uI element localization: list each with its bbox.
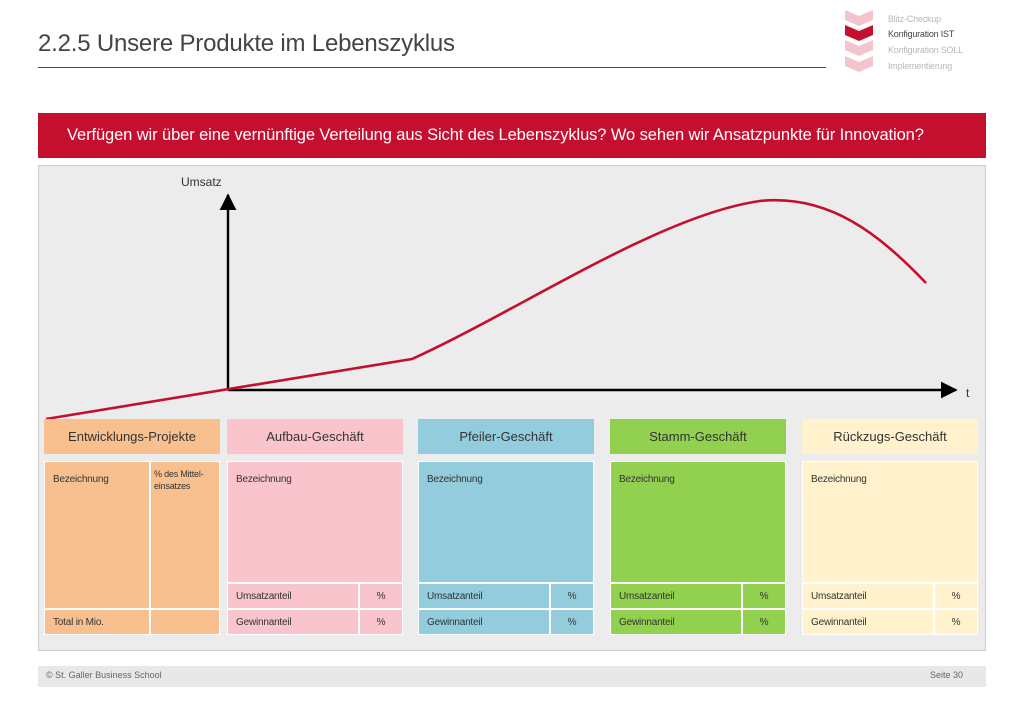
step-chevron-icon bbox=[845, 56, 873, 72]
step-label-3[interactable]: Konfiguration SOLL bbox=[888, 45, 963, 55]
step-chevron-icon bbox=[845, 10, 873, 26]
phase-header-decline: Rückzugs-Geschäft bbox=[802, 419, 978, 454]
percent-unit: % bbox=[951, 590, 961, 602]
profit-share-value-cell[interactable]: % bbox=[934, 609, 978, 635]
total-value-cell[interactable] bbox=[150, 609, 220, 635]
name-column: Bezeichnung bbox=[227, 461, 403, 583]
profit-share-value-cell[interactable]: % bbox=[550, 609, 594, 635]
name-column: Bezeichnung bbox=[802, 461, 978, 583]
revenue-share-label: Umsatzanteil bbox=[619, 590, 675, 602]
profit-share-label: Gewinnanteil bbox=[427, 616, 483, 628]
phase-table-core: Bezeichnung Umsatzanteil % Gewinnanteil … bbox=[610, 461, 786, 635]
revenue-share-value-cell[interactable]: % bbox=[934, 583, 978, 609]
percent-unit: % bbox=[759, 616, 769, 628]
revenue-share-value-cell[interactable]: % bbox=[359, 583, 403, 609]
revenue-share-label-cell: Umsatzanteil bbox=[802, 583, 934, 609]
percent-unit: % bbox=[376, 616, 386, 628]
phase-header-pillar: Pfeiler-Geschäft bbox=[418, 419, 594, 454]
page-number: Seite 30 bbox=[929, 670, 963, 680]
column-header-name: Bezeichnung bbox=[619, 474, 675, 485]
profit-share-label-cell: Gewinnanteil bbox=[610, 609, 742, 635]
name-column: Bezeichnung bbox=[610, 461, 786, 583]
footer-bar: © St. Galler Business School Seite 30 bbox=[38, 666, 986, 687]
profit-share-value-cell[interactable]: % bbox=[359, 609, 403, 635]
step-label-4[interactable]: Implementierung bbox=[888, 61, 953, 71]
phase-table-growth: Bezeichnung Umsatzanteil % Gewinnanteil … bbox=[227, 461, 403, 635]
funds-column: % des Mittel-einsatzes bbox=[150, 461, 220, 609]
total-label-cell: Total in Mio. bbox=[44, 609, 150, 635]
profit-share-label-cell: Gewinnanteil bbox=[802, 609, 934, 635]
total-label: Total in Mio. bbox=[53, 616, 104, 628]
revenue-share-label-cell: Umsatzanteil bbox=[418, 583, 550, 609]
step-chevron-icon bbox=[845, 25, 873, 41]
profit-share-label: Gewinnanteil bbox=[619, 616, 675, 628]
percent-unit: % bbox=[376, 590, 386, 602]
progress-navigator: Blitz-Checkup Konfiguration IST Konfigur… bbox=[845, 10, 1015, 76]
profit-share-value-cell[interactable]: % bbox=[742, 609, 786, 635]
title-divider bbox=[38, 67, 826, 68]
revenue-share-label: Umsatzanteil bbox=[811, 590, 867, 602]
chevron-shape bbox=[845, 25, 873, 41]
column-header-name: Bezeichnung bbox=[53, 474, 109, 485]
profit-share-label: Gewinnanteil bbox=[236, 616, 292, 628]
profit-share-label-cell: Gewinnanteil bbox=[227, 609, 359, 635]
name-column: Bezeichnung bbox=[44, 461, 150, 609]
percent-unit: % bbox=[567, 616, 577, 628]
phase-header-growth: Aufbau-Geschäft bbox=[227, 419, 403, 454]
step-label-2[interactable]: Konfiguration IST bbox=[888, 29, 955, 39]
profit-share-label-cell: Gewinnanteil bbox=[418, 609, 550, 635]
phase-table-decline: Bezeichnung Umsatzanteil % Gewinnanteil … bbox=[802, 461, 978, 635]
percent-unit: % bbox=[951, 616, 961, 628]
chevron-shape bbox=[845, 56, 873, 72]
column-header-name: Bezeichnung bbox=[811, 474, 867, 485]
revenue-share-value-cell[interactable]: % bbox=[742, 583, 786, 609]
revenue-share-label: Umsatzanteil bbox=[236, 590, 292, 602]
chevron-shape bbox=[845, 10, 873, 26]
revenue-share-label-cell: Umsatzanteil bbox=[227, 583, 359, 609]
phase-header-core: Stamm-Geschäft bbox=[610, 419, 786, 454]
step-label-1[interactable]: Blitz-Checkup bbox=[888, 14, 941, 24]
phase-table-development: Bezeichnung % des Mittel-einsatzes Total… bbox=[44, 461, 220, 635]
x-axis-label: t bbox=[966, 386, 970, 400]
revenue-share-label-cell: Umsatzanteil bbox=[610, 583, 742, 609]
column-header-funds: % des Mittel-einsatzes bbox=[154, 469, 204, 491]
percent-unit: % bbox=[567, 590, 577, 602]
phase-header-development: Entwicklungs-Projekte bbox=[44, 419, 220, 454]
name-column: Bezeichnung bbox=[418, 461, 594, 583]
column-header-name: Bezeichnung bbox=[427, 474, 483, 485]
lifecycle-curve bbox=[45, 198, 927, 421]
page-title: 2.2.5 Unsere Produkte im Lebenszyklus bbox=[38, 30, 455, 57]
column-header-name: Bezeichnung bbox=[236, 474, 292, 485]
profit-share-label: Gewinnanteil bbox=[811, 616, 867, 628]
y-axis-label: Umsatz bbox=[181, 175, 222, 189]
revenue-share-label: Umsatzanteil bbox=[427, 590, 483, 602]
copyright-text: © St. Galler Business School bbox=[46, 670, 162, 680]
question-banner: Verfügen wir über eine vernünftige Verte… bbox=[38, 113, 986, 158]
phase-table-pillar: Bezeichnung Umsatzanteil % Gewinnanteil … bbox=[418, 461, 594, 635]
chevron-shape bbox=[845, 40, 873, 56]
step-chevron-icon bbox=[845, 40, 873, 56]
revenue-share-value-cell[interactable]: % bbox=[550, 583, 594, 609]
percent-unit: % bbox=[759, 590, 769, 602]
